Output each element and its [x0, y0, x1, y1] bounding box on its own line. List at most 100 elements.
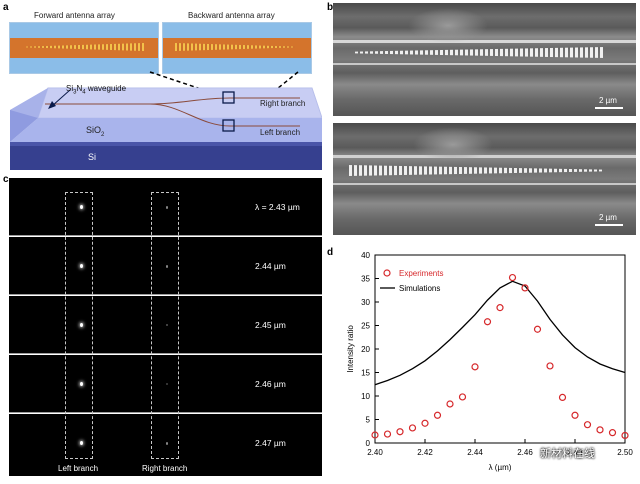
c-left-spot-2	[80, 264, 83, 268]
c-left-branch-label: Left branch	[58, 464, 99, 473]
x-axis-label: λ (µm)	[489, 463, 512, 472]
c-left-dashed-box	[65, 192, 93, 459]
panel-b-label: b	[327, 2, 334, 13]
sem-top-antenna	[355, 47, 605, 58]
c-frame-4: 2.46 µm	[9, 355, 322, 413]
y-tick-label: 20	[361, 345, 370, 354]
experiment-point	[621, 431, 629, 440]
c-right-spot-4	[166, 383, 168, 385]
experiment-point	[496, 304, 504, 312]
y-tick-label: 35	[361, 275, 370, 284]
sem-image-top: 2 µm	[333, 3, 636, 116]
experiment-point	[433, 411, 442, 419]
legend-experiments-marker	[383, 269, 391, 277]
sem-top-bright-band	[333, 40, 636, 43]
watermark-text: 新材料在线	[540, 448, 595, 460]
experiment-point	[583, 421, 592, 429]
scale-bar-top	[595, 107, 623, 109]
c-wavelength-1: λ = 2.43 µm	[255, 202, 300, 212]
x-tick-label: 2.44	[467, 448, 483, 457]
si-label: Si	[88, 152, 97, 162]
c-frame-3: 2.45 µm	[9, 296, 322, 354]
scale-bar-bottom	[595, 224, 623, 226]
c-right-spot-1	[166, 206, 168, 209]
c-right-spot-3	[166, 324, 168, 326]
experiment-point	[521, 284, 529, 292]
waveguide-word: waveguide	[85, 84, 127, 93]
experiment-point	[546, 362, 554, 370]
x-tick-label: 2.40	[367, 448, 383, 457]
scale-label-bottom: 2 µm	[599, 213, 617, 222]
y-tick-label: 15	[361, 369, 370, 378]
c-right-dashed-box	[151, 192, 179, 459]
sem-bottom-antenna	[349, 165, 604, 176]
experiment-point	[446, 400, 454, 408]
sem-bottom-bright-band	[333, 155, 636, 158]
sio2-text: SiO	[86, 125, 102, 135]
experiment-point	[396, 428, 404, 436]
c-left-spot-5	[80, 441, 83, 445]
c-left-spot-4	[80, 382, 83, 386]
y-tick-label: 30	[361, 298, 370, 307]
c-frame-sep	[9, 294, 322, 295]
experiment-point	[608, 429, 617, 437]
c-frame-sep	[9, 353, 322, 354]
experiment-point	[471, 363, 479, 371]
left-branch-label: Left branch	[260, 128, 301, 137]
panel-c-label: c	[3, 174, 9, 185]
c-wavelength-3: 2.45 µm	[255, 320, 286, 330]
c-right-spot-5	[166, 442, 168, 445]
simulation-line	[374, 280, 626, 386]
waveguide-n: N	[76, 84, 83, 93]
forward-antenna-teeth	[26, 43, 144, 51]
forward-array-inset	[9, 22, 159, 74]
experiment-point	[533, 325, 542, 333]
backward-antenna-teeth	[175, 43, 295, 51]
x-tick-label: 2.46	[517, 448, 533, 457]
sem-image-bottom: 2 µm	[333, 123, 636, 235]
c-frame-sep	[9, 235, 322, 236]
y-tick-label: 10	[361, 392, 370, 401]
forward-array-title: Forward antenna array	[34, 11, 115, 20]
y-tick-label: 0	[366, 439, 371, 448]
c-wavelength-5: 2.47 µm	[255, 438, 286, 448]
experiment-point	[483, 318, 492, 326]
x-tick-label: 2.48	[567, 448, 583, 457]
sem-bottom-bright-band-2	[333, 183, 636, 185]
scale-label-top: 2 µm	[599, 96, 617, 105]
backward-array-title: Backward antenna array	[188, 11, 275, 20]
x-tick-label: 2.42	[417, 448, 433, 457]
sem-bottom-glow	[413, 127, 493, 162]
backward-array-inset	[162, 22, 312, 74]
experiment-point	[571, 411, 579, 419]
c-wavelength-2: 2.44 µm	[255, 261, 286, 271]
sio2-label: SiO2	[86, 125, 104, 138]
waveguide-label: Si3N4 waveguide	[66, 84, 126, 96]
experiment-point	[421, 419, 429, 427]
y-tick-label: 25	[361, 322, 370, 331]
waveguide-sub-4: 4	[82, 89, 86, 96]
c-frame-2: 2.44 µm	[9, 237, 322, 295]
experiment-point	[458, 393, 467, 401]
c-right-spot-2	[166, 265, 168, 268]
right-branch-label: Right branch	[260, 99, 306, 108]
sem-top-bright-band-2	[333, 63, 636, 65]
c-right-branch-label: Right branch	[142, 464, 188, 473]
device-schematic	[10, 71, 322, 170]
intensity-ratio-chart: 0 5 10 15 20 25 30 35 40 2.40 2.42 2.44 2.46 2.48 2.50…	[346, 251, 633, 472]
legend-experiments-label: Experiments	[399, 269, 443, 278]
sio2-sub: 2	[101, 131, 105, 138]
c-left-spot-1	[80, 205, 83, 209]
c-frame-5: 2.47 µm Left branch Right branch	[9, 414, 322, 476]
panel-d-label: d	[327, 247, 334, 258]
experiment-point	[408, 424, 417, 432]
experiment-point	[558, 393, 567, 402]
y-tick-label: 5	[366, 416, 371, 425]
experiment-point	[383, 430, 392, 438]
c-frame-1: λ = 2.43 µm	[9, 178, 322, 236]
x-tick-label: 2.50	[617, 448, 633, 457]
c-left-spot-3	[80, 323, 83, 327]
experiment-point	[596, 426, 604, 434]
experiment-point	[371, 431, 379, 439]
legend-simulations-label: Simulations	[399, 284, 440, 293]
